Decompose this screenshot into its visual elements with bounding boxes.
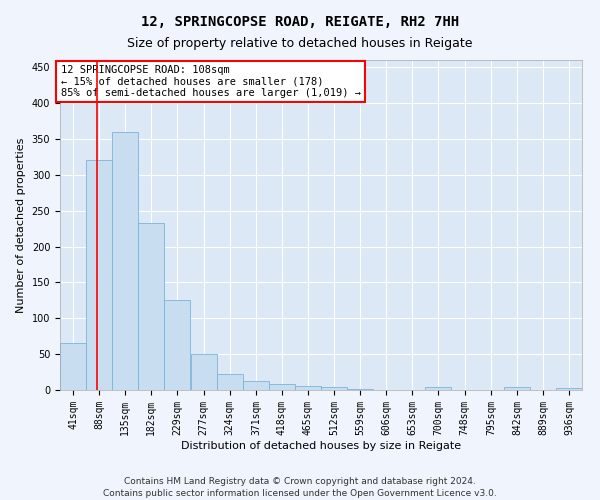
Bar (164, 300, 190, 390)
Bar (86, 160, 112, 390)
Bar (504, 387, 530, 390)
Bar (217, 374, 243, 390)
Text: Contains HM Land Registry data © Crown copyright and database right 2024.
Contai: Contains HM Land Registry data © Crown c… (103, 476, 497, 498)
Bar (556, 388, 582, 390)
Bar (138, 223, 164, 390)
Bar (243, 380, 269, 390)
Bar (321, 387, 347, 390)
Bar (269, 384, 295, 390)
Text: Size of property relative to detached houses in Reigate: Size of property relative to detached ho… (127, 38, 473, 51)
Bar (60, 344, 86, 390)
Text: 12 SPRINGCOPSE ROAD: 108sqm
← 15% of detached houses are smaller (178)
85% of se: 12 SPRINGCOPSE ROAD: 108sqm ← 15% of det… (61, 65, 361, 98)
Bar (425, 387, 451, 390)
Text: 12, SPRINGCOPSE ROAD, REIGATE, RH2 7HH: 12, SPRINGCOPSE ROAD, REIGATE, RH2 7HH (141, 15, 459, 29)
Y-axis label: Number of detached properties: Number of detached properties (16, 138, 26, 312)
Bar (191, 354, 217, 390)
Bar (112, 132, 138, 390)
X-axis label: Distribution of detached houses by size in Reigate: Distribution of detached houses by size … (181, 440, 461, 450)
Bar (295, 386, 321, 390)
